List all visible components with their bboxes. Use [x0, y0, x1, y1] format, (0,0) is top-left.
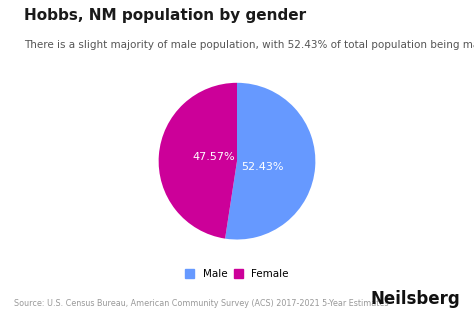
- Legend: Male, Female: Male, Female: [185, 269, 289, 279]
- Text: Source: U.S. Census Bureau, American Community Survey (ACS) 2017-2021 5-Year Est: Source: U.S. Census Bureau, American Com…: [14, 299, 389, 308]
- Text: 52.43%: 52.43%: [241, 162, 283, 173]
- Wedge shape: [159, 83, 237, 239]
- Text: Hobbs, NM population by gender: Hobbs, NM population by gender: [24, 8, 306, 23]
- Wedge shape: [225, 83, 315, 240]
- Text: Neilsberg: Neilsberg: [370, 290, 460, 308]
- Text: There is a slight majority of male population, with 52.43% of total population b: There is a slight majority of male popul…: [24, 40, 474, 50]
- Text: 47.57%: 47.57%: [192, 152, 235, 162]
